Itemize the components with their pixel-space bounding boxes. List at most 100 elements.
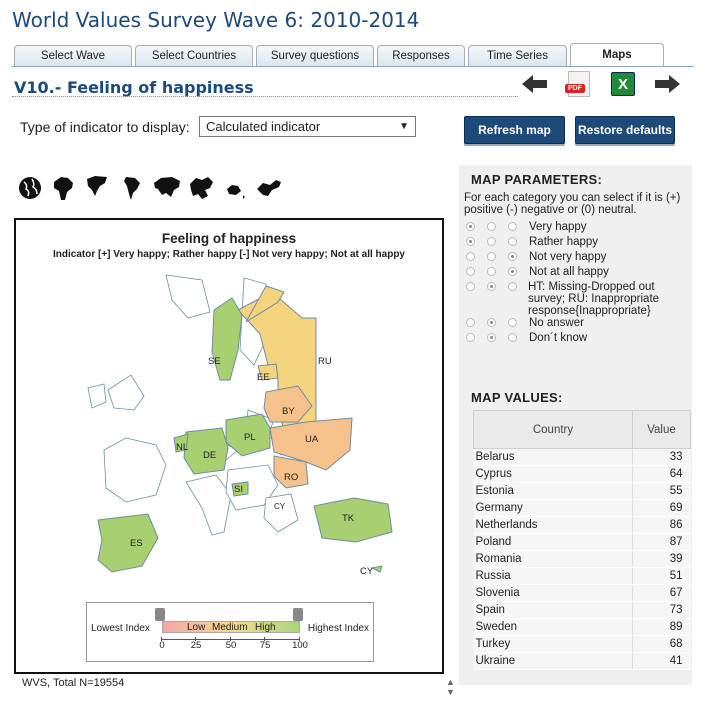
negative-radio[interactable] [487,252,496,261]
value-cell: 33 [632,448,691,466]
value-cell: 51 [632,567,691,585]
africa-icon[interactable] [50,173,78,203]
country-cell: Romania [473,550,633,568]
label-cy: CY [360,566,374,577]
negative-radio[interactable] [487,282,496,291]
positive-radio[interactable] [466,252,475,261]
country-italy [185,474,232,536]
legend-tick-25: 25 [186,637,206,651]
pdf-export-icon[interactable]: PDF [564,70,594,98]
neutral-radio[interactable] [508,252,517,261]
table-row: Russia 51 [473,567,691,585]
arrow-left-icon[interactable] [520,70,550,98]
europe-icon[interactable] [186,173,214,203]
label-by: BY [282,406,295,417]
positive-radio[interactable] [466,237,475,246]
middle-east-icon[interactable] [254,173,282,203]
arrow-right-icon[interactable] [652,70,682,98]
label-ro: RO [284,472,299,483]
neutral-radio[interactable] [508,333,517,342]
negative-radio[interactable] [487,318,496,327]
country-norway [165,274,211,319]
north-america-icon[interactable] [84,173,112,203]
tab-survey-questions[interactable]: Survey questions [256,45,374,66]
neutral-radio[interactable] [508,237,517,246]
value-cell: 68 [632,635,691,653]
country-cyprus [370,565,383,573]
tab-maps[interactable]: Maps [570,43,664,66]
label-pl: PL [244,432,256,443]
negative-radio[interactable] [487,333,496,342]
parameter-label: Not very happy [529,251,607,263]
tab-select-wave[interactable]: Select Wave [14,45,132,66]
column-header-value[interactable]: Value [632,410,691,449]
legend-tick-0: 0 [152,637,172,651]
label-nl: NL [176,442,189,453]
column-header-country[interactable]: Country [473,410,633,449]
tab-time-series[interactable]: Time Series [468,45,567,66]
parameter-row: Very happy [466,221,587,233]
page-title: World Values Survey Wave 6: 2010-2014 [12,8,420,32]
country-germany [183,427,229,475]
neutral-radio[interactable] [508,267,517,276]
parameter-label: No answer [529,317,584,329]
oceania-icon[interactable] [220,173,248,203]
positive-radio[interactable] [466,318,475,327]
tab-responses[interactable]: Responses [377,45,465,66]
scroll-arrows-icon[interactable]: ▲ ▼ [446,677,455,697]
country-netherlands [173,433,189,453]
negative-radio[interactable] [487,267,496,276]
country-cell: Cyprus [473,465,633,483]
refresh-map-button[interactable]: Refresh map [464,116,565,144]
tab-select-countries[interactable]: Select Countries [135,45,253,66]
country-estonia [257,363,279,381]
south-america-icon[interactable] [118,173,146,203]
positive-radio[interactable] [466,282,475,291]
map-values-body: Belarus 33 Cyprus 64 Estonia 55 Germany 69 Nethe… [473,448,691,670]
value-cell: 39 [632,550,691,568]
label-es: ES [130,538,143,549]
label-ru: RU [318,356,332,367]
nav-toolbar: PDF X [520,70,682,98]
excel-export-icon[interactable]: X [608,70,638,98]
parameter-label: Rather happy [529,236,599,248]
parameter-label: Don´t know [529,332,588,344]
positive-radio[interactable] [466,267,475,276]
country-spain [97,513,159,573]
map-parameters-description: For each category you can select if it i… [464,192,681,216]
legend-min-handle[interactable] [155,608,165,621]
neutral-radio[interactable] [508,282,517,291]
country-slovenia [231,481,249,497]
legend-high: High [255,622,276,633]
neutral-radio[interactable] [508,318,517,327]
legend-max-handle[interactable] [293,608,303,621]
value-cell: 86 [632,516,691,534]
europe-map [87,274,393,573]
value-cell: 41 [632,652,691,670]
indicator-value: Calculated indicator [206,119,321,134]
restore-defaults-button[interactable]: Restore defaults [575,116,675,144]
neutral-radio[interactable] [508,222,517,231]
map-legend: Lowest Index Low Medium High Highest Ind… [86,602,374,662]
world-globe-icon[interactable] [16,173,44,203]
table-row: Belarus 33 [473,448,691,466]
country-cell: Poland [473,533,633,551]
value-cell: 69 [632,499,691,517]
table-row: Slovenia 67 [473,584,691,602]
indicator-label: Type of indicator to display: [20,119,190,135]
dropdown-arrow-icon: ▼ [399,121,409,132]
negative-radio[interactable] [487,237,496,246]
table-row: Cyprus 64 [473,465,691,483]
region-selector [16,173,282,203]
indicator-select[interactable]: Calculated indicator ▼ [199,116,416,137]
parameter-label: HT: Missing-Dropped out survey; RU: Inap… [528,281,660,317]
country-romania [273,455,309,489]
positive-radio[interactable] [466,222,475,231]
negative-radio[interactable] [487,222,496,231]
country-balkans [225,464,279,511]
country-turkey [313,497,393,543]
positive-radio[interactable] [466,333,475,342]
country-ukraine [269,417,353,471]
value-cell: 87 [632,533,691,551]
asia-icon[interactable] [152,173,180,203]
